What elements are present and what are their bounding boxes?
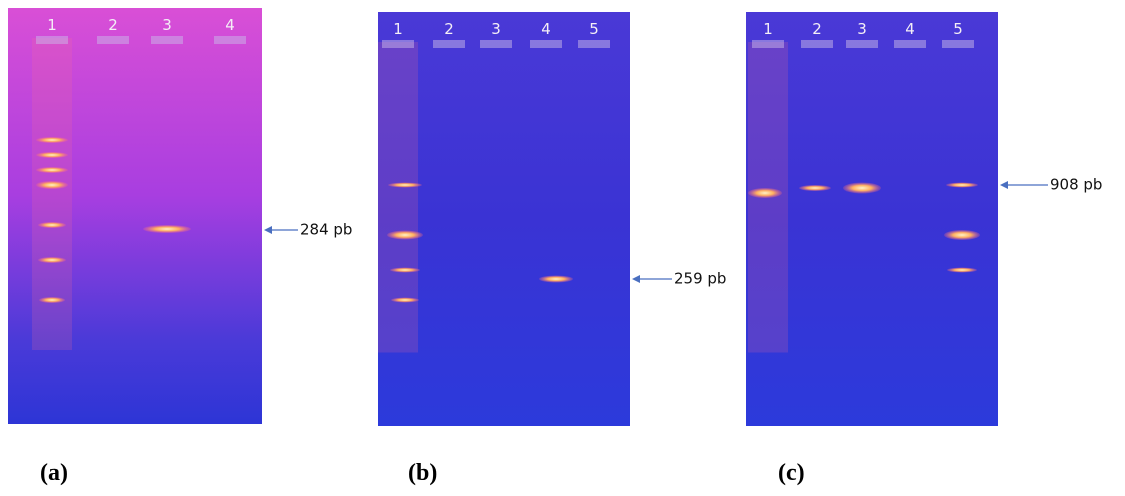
band xyxy=(539,276,573,283)
band xyxy=(38,222,66,228)
well xyxy=(214,36,246,44)
band xyxy=(38,257,66,263)
band xyxy=(387,231,423,240)
band xyxy=(799,185,831,191)
band xyxy=(391,298,419,303)
band xyxy=(390,268,420,273)
band xyxy=(947,268,977,273)
well xyxy=(846,40,878,48)
marker-label: 908 pb xyxy=(1050,176,1102,194)
lane-label: 4 xyxy=(541,20,551,38)
lane-label: 4 xyxy=(905,20,915,38)
lane-label: 1 xyxy=(393,20,403,38)
arrow-head xyxy=(1000,181,1008,189)
band xyxy=(143,225,191,233)
well xyxy=(578,40,610,48)
well xyxy=(36,36,68,44)
lane-label: 4 xyxy=(225,16,235,34)
well xyxy=(752,40,784,48)
panel-caption: (c) xyxy=(778,460,805,486)
marker-label: 284 pb xyxy=(300,221,352,239)
gel-panel: 1 2 3 4 284 pb (a) xyxy=(8,8,352,486)
lane-label: 3 xyxy=(857,20,867,38)
band xyxy=(748,188,782,198)
lane-label: 2 xyxy=(108,16,118,34)
lane-label: 2 xyxy=(444,20,454,38)
arrow-head xyxy=(264,226,272,234)
gel-panel: 1 2 3 4 5 259 pb (b) xyxy=(378,12,726,486)
band xyxy=(39,297,65,303)
gel-panel: 1 2 3 4 5 908 pb (c) xyxy=(746,12,1102,486)
well xyxy=(151,36,183,44)
well xyxy=(801,40,833,48)
band xyxy=(36,181,68,189)
well xyxy=(894,40,926,48)
band xyxy=(843,183,881,194)
smear xyxy=(32,38,72,350)
band xyxy=(388,183,422,188)
lane-label: 1 xyxy=(763,20,773,38)
marker-label: 259 pb xyxy=(674,270,726,288)
band xyxy=(946,183,978,188)
band xyxy=(36,152,68,158)
band xyxy=(944,230,980,240)
arrow-head xyxy=(632,275,640,283)
band xyxy=(36,137,68,143)
well xyxy=(942,40,974,48)
well xyxy=(480,40,512,48)
panel-caption: (a) xyxy=(40,460,68,486)
well xyxy=(433,40,465,48)
lane-label: 2 xyxy=(812,20,822,38)
lane-label: 1 xyxy=(47,16,57,34)
lane-label: 3 xyxy=(162,16,172,34)
well xyxy=(530,40,562,48)
panel-caption: (b) xyxy=(408,460,437,486)
lane-label: 3 xyxy=(491,20,501,38)
lane-label: 5 xyxy=(953,20,963,38)
smear xyxy=(378,42,418,353)
lane-label: 5 xyxy=(589,20,599,38)
band xyxy=(36,167,68,173)
well xyxy=(382,40,414,48)
well xyxy=(97,36,129,44)
